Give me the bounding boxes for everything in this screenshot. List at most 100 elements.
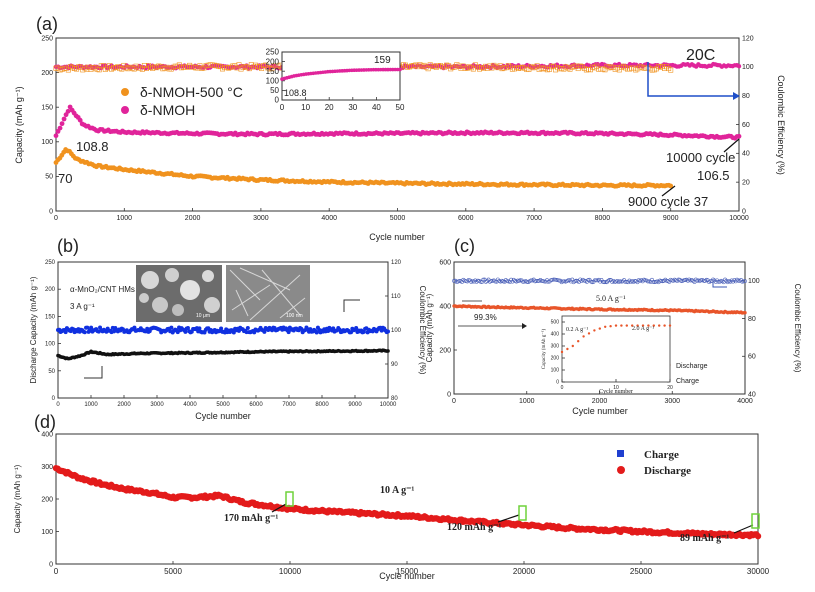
panel-b-yticks: 0 50 100 150 200 250 <box>45 260 61 402</box>
b-y-tick-label-100: 100 <box>45 342 56 348</box>
a-y-tick-label-200: 200 <box>41 70 53 77</box>
inset-a-end: 159 <box>374 55 391 66</box>
b-ce-point <box>286 330 291 335</box>
d-discharge-point <box>754 532 762 540</box>
b-ce-point <box>331 326 336 331</box>
c-y2-tick-label-100: 100 <box>748 278 760 285</box>
ai-y-tick-label-0: 0 <box>275 96 280 105</box>
d-x-tick-label-15000: 15000 <box>396 567 419 576</box>
a-cap-nmoh-point <box>65 108 71 114</box>
b-x-tick-label-2000: 2000 <box>117 402 131 408</box>
ci-x-tick-label-0: 0 <box>561 385 564 391</box>
b-ce-point <box>63 330 68 335</box>
ci-cap-point <box>668 324 672 327</box>
c-charge-point <box>623 279 628 284</box>
c-charge-point <box>741 279 746 284</box>
c-charge-point <box>651 280 656 284</box>
ci-x-tick-label-20: 20 <box>667 385 673 391</box>
a-x-tick-label-1000: 1000 <box>117 215 133 222</box>
a-y-tick-label-250: 250 <box>41 35 53 42</box>
a-y2-tick-label-100: 100 <box>742 64 754 71</box>
ai-y-tick-label-250: 250 <box>266 48 280 57</box>
panel-c-retention: 99.3% <box>474 313 497 322</box>
b-ce-point <box>85 325 90 330</box>
c-y2-tick-label-60: 60 <box>748 354 756 361</box>
b-ce-point <box>219 326 224 331</box>
c-charge-point <box>607 278 612 282</box>
b-x-tick-label-6000: 6000 <box>249 402 263 408</box>
annot-start-pink: 108.8 <box>76 139 109 154</box>
sem-nanowires-texture <box>229 267 306 321</box>
panel-c-rate: 5.0 A g⁻¹ <box>596 294 626 303</box>
ci-cap-point <box>647 324 650 327</box>
b-y2-tick-label-110: 110 <box>391 294 401 300</box>
annot-d-170: 170 mAh g⁻¹ <box>224 513 278 524</box>
a-y2-tick-label-60: 60 <box>742 122 750 129</box>
ai-y-tick-label-150: 150 <box>266 67 280 76</box>
arrow-b-left <box>84 366 103 379</box>
d-y-tick-label-100: 100 <box>41 529 53 536</box>
d-x-tick-label-30000: 30000 <box>747 567 770 576</box>
ci-cap-point <box>631 324 634 327</box>
inset-c-frame <box>561 315 671 383</box>
ci-cap-point <box>566 347 569 351</box>
ci-cap-point <box>582 335 585 338</box>
panel-c-label: (c) <box>454 236 475 256</box>
b-y2-tick-label-120: 120 <box>391 260 402 266</box>
b-x-tick-label-3000: 3000 <box>150 402 164 408</box>
ci-cap-point <box>571 344 574 348</box>
annot-d-120: 120 mAh g⁻¹ <box>447 522 501 533</box>
highlight-d-30000 <box>751 513 760 529</box>
c-y-tick-label-600: 600 <box>439 259 451 266</box>
a-y2-tick-label-120: 120 <box>742 35 754 42</box>
panel-d-xticks: 0 5000 10000 15000 20000 25000 30000 <box>54 561 770 576</box>
b-x-tick-label-4000: 4000 <box>183 402 197 408</box>
panel-a-ylabel: Capacity (mAh g⁻¹) <box>14 86 24 163</box>
c-charge-point <box>619 279 624 284</box>
a-x-tick-label-9000: 9000 <box>663 215 679 222</box>
ai-cap-point <box>398 67 402 72</box>
panel-b-marks <box>56 325 390 361</box>
c-charge-point <box>529 278 533 283</box>
a-cap-nmoh-point <box>77 117 83 123</box>
a-x-tick-label-5000: 5000 <box>390 215 406 222</box>
panel-b-ylabel: Discharge Capacity (mAh g⁻¹) <box>29 276 38 383</box>
panel-a: (a) 0 1000 2000 3000 4000 5000 6000 7000 8000 900… <box>14 14 786 242</box>
legend-d-discharge-marker <box>617 466 625 474</box>
ai-y-tick-label-200: 200 <box>266 57 280 66</box>
panel-d-label: (d) <box>34 412 56 432</box>
b-y-tick-label-50: 50 <box>48 369 55 375</box>
legend-d-charge: Charge <box>644 449 679 461</box>
ci-y-tick-label-400: 400 <box>551 332 560 338</box>
a-y2-tick-label-20: 20 <box>742 180 750 187</box>
c-x-tick-label-0: 0 <box>452 398 456 405</box>
a-cap-nmoh-point <box>53 133 59 139</box>
c-charge-point <box>679 279 684 283</box>
legend-nmoh500: δ-NMOH-500 °C <box>140 84 243 100</box>
a-y-tick-label-50: 50 <box>45 174 53 181</box>
annot-end-orange: 9000 cycle 37 <box>628 194 708 209</box>
panel-d-rate: 10 A g⁻¹ <box>380 485 414 496</box>
c-y-tick-label-200: 200 <box>439 347 451 354</box>
panel-a-yticks: 0 50 100 150 200 250 <box>41 35 59 215</box>
b-y-tick-label-0: 0 <box>52 396 56 402</box>
scale-bar-2: 100 nm <box>286 313 303 319</box>
c-charge-point <box>539 279 544 283</box>
d-x-tick-label-20000: 20000 <box>513 567 536 576</box>
legend-c-charge: Charge <box>676 378 699 385</box>
panel-d-marks <box>52 464 762 540</box>
panel-b-xlabel: Cycle number <box>195 411 251 421</box>
annot-end-pink-value: 106.5 <box>697 168 730 183</box>
b-ce-point <box>386 329 390 334</box>
c-y2-tick-label-40: 40 <box>748 391 756 398</box>
ci-cap-point <box>560 350 564 354</box>
inset-c-marks <box>560 324 672 354</box>
a-x-tick-label-4000: 4000 <box>321 215 337 222</box>
panel-b-material: α-MnO₂/CNT HMs <box>70 285 135 294</box>
ci-cap-point <box>614 324 618 327</box>
ai-x-tick-label-40: 40 <box>372 103 381 112</box>
b-y2-tick-label-80: 80 <box>391 396 398 402</box>
panel-b-xticks: 0 1000 2000 3000 4000 5000 6000 7000 8000 9000 100… <box>56 395 397 408</box>
